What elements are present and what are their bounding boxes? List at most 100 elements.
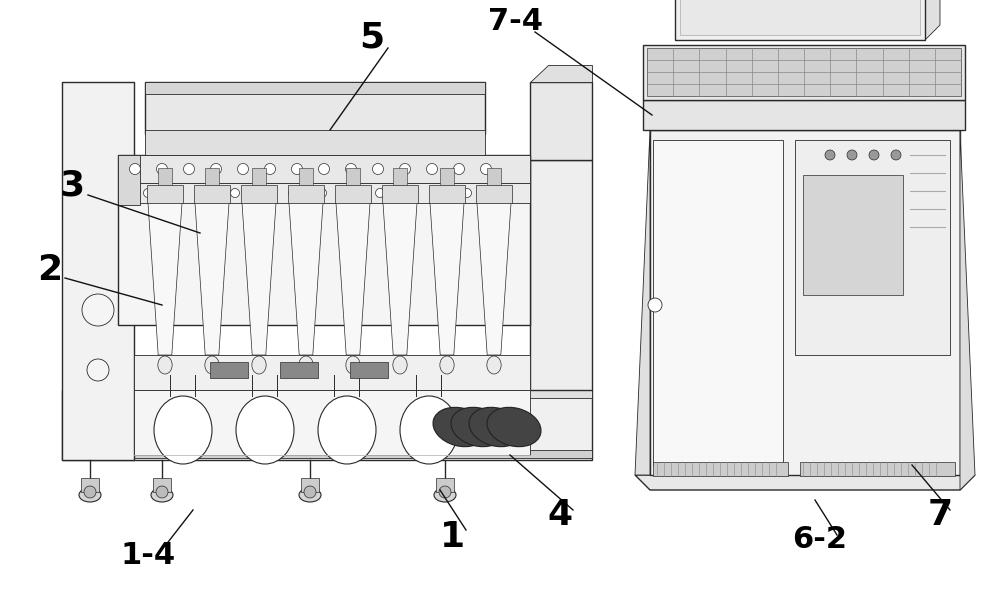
Bar: [346, 168, 360, 185]
Circle shape: [347, 189, 356, 197]
Circle shape: [318, 164, 330, 174]
Polygon shape: [635, 475, 975, 490]
Text: 5: 5: [359, 21, 385, 55]
Circle shape: [144, 189, 152, 197]
Circle shape: [372, 164, 384, 174]
Bar: [62, 450, 592, 458]
Circle shape: [462, 189, 472, 197]
Bar: [288, 185, 324, 203]
Circle shape: [439, 486, 451, 498]
Bar: [210, 362, 248, 378]
Ellipse shape: [236, 396, 294, 464]
Circle shape: [82, 294, 114, 326]
Circle shape: [156, 486, 168, 498]
Text: 3: 3: [59, 168, 85, 202]
Bar: [62, 390, 592, 398]
Circle shape: [404, 189, 414, 197]
Bar: [800, 462, 955, 476]
Bar: [62, 390, 592, 460]
Bar: [134, 355, 530, 390]
Bar: [153, 478, 171, 492]
Circle shape: [847, 150, 857, 160]
Circle shape: [288, 189, 298, 197]
Polygon shape: [242, 203, 276, 355]
Bar: [795, 140, 950, 355]
Circle shape: [130, 164, 140, 174]
Polygon shape: [477, 203, 511, 355]
Ellipse shape: [299, 356, 313, 374]
Bar: [335, 185, 371, 203]
Bar: [147, 185, 183, 203]
Polygon shape: [635, 130, 650, 475]
Circle shape: [210, 164, 222, 174]
Polygon shape: [289, 203, 323, 355]
Bar: [205, 168, 219, 185]
Circle shape: [434, 189, 442, 197]
Bar: [158, 168, 172, 185]
Ellipse shape: [400, 396, 458, 464]
Ellipse shape: [434, 488, 456, 502]
Circle shape: [84, 486, 96, 498]
Text: 2: 2: [37, 253, 63, 287]
Bar: [252, 168, 266, 185]
Bar: [241, 185, 277, 203]
Bar: [145, 82, 485, 94]
Bar: [350, 362, 388, 378]
Bar: [487, 168, 501, 185]
Bar: [81, 478, 99, 492]
Bar: [118, 155, 530, 325]
Circle shape: [480, 164, 492, 174]
Polygon shape: [336, 203, 370, 355]
Bar: [118, 155, 140, 205]
Ellipse shape: [433, 407, 487, 447]
Circle shape: [202, 189, 210, 197]
Bar: [118, 183, 530, 203]
Circle shape: [825, 150, 835, 160]
Text: 6-2: 6-2: [792, 525, 848, 554]
Circle shape: [400, 164, 411, 174]
Circle shape: [87, 359, 109, 381]
Polygon shape: [430, 203, 464, 355]
Polygon shape: [960, 130, 975, 490]
Bar: [301, 478, 319, 492]
Circle shape: [869, 150, 879, 160]
Ellipse shape: [487, 407, 541, 447]
Bar: [680, 0, 920, 35]
Text: 4: 4: [547, 498, 573, 532]
Bar: [647, 48, 961, 96]
Ellipse shape: [154, 396, 212, 464]
Ellipse shape: [469, 407, 523, 447]
Bar: [650, 130, 960, 475]
Circle shape: [376, 189, 384, 197]
Bar: [280, 362, 318, 378]
Circle shape: [264, 164, 276, 174]
Ellipse shape: [318, 396, 376, 464]
Circle shape: [426, 164, 438, 174]
Text: 7: 7: [927, 498, 953, 532]
Ellipse shape: [252, 356, 266, 374]
Circle shape: [648, 298, 662, 312]
Bar: [393, 168, 407, 185]
Bar: [675, 0, 925, 40]
Circle shape: [238, 164, 248, 174]
Bar: [653, 462, 788, 476]
Circle shape: [230, 189, 240, 197]
Bar: [803, 175, 903, 295]
Circle shape: [292, 164, 302, 174]
Bar: [118, 155, 530, 183]
Circle shape: [304, 486, 316, 498]
Circle shape: [156, 164, 168, 174]
Text: 1-4: 1-4: [120, 540, 176, 569]
Bar: [145, 82, 485, 134]
Bar: [653, 140, 783, 465]
Bar: [530, 82, 592, 160]
Bar: [643, 45, 965, 100]
Bar: [429, 185, 465, 203]
Ellipse shape: [299, 488, 321, 502]
Circle shape: [184, 164, 194, 174]
Circle shape: [454, 164, 464, 174]
Ellipse shape: [158, 356, 172, 374]
Bar: [62, 82, 134, 460]
Bar: [382, 185, 418, 203]
Polygon shape: [148, 203, 182, 355]
